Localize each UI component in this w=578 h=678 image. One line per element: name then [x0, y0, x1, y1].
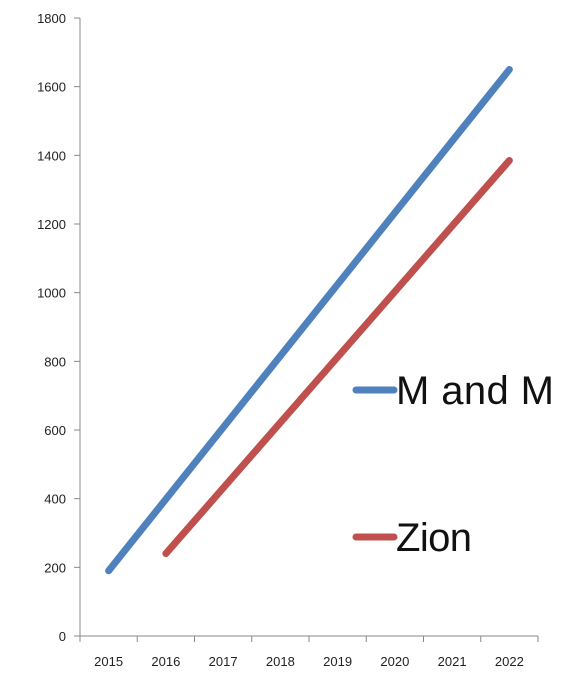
- y-tick-label: 400: [44, 492, 66, 507]
- legend-label-0: M and M: [396, 369, 554, 413]
- y-tick-label: 1600: [37, 80, 66, 95]
- y-tick-label: 1800: [37, 11, 66, 26]
- y-tick-label: 0: [59, 629, 66, 644]
- x-tick-label: 2021: [438, 654, 467, 669]
- x-tick-label: 2018: [266, 654, 295, 669]
- legend: M and M Zion: [352, 369, 554, 560]
- y-axis-ticks: 0 200 400 600 800 1000 1200 1400 1600 1800: [37, 11, 80, 644]
- series-line-0: [105, 66, 513, 575]
- x-tick-label: 2019: [323, 654, 352, 669]
- series-lines: [105, 66, 513, 575]
- y-tick-label: 600: [44, 423, 66, 438]
- x-tick-label: 2022: [495, 654, 524, 669]
- x-axis-ticks: 2015 2016 2017 2018 2019 2020 2021 2022: [79, 636, 539, 669]
- y-tick-label: 800: [44, 354, 66, 369]
- x-tick-label: 2020: [380, 654, 409, 669]
- series-line-1: [162, 156, 513, 558]
- x-tick-label: 2015: [94, 654, 123, 669]
- y-tick-label: 200: [44, 560, 66, 575]
- x-tick-label: 2017: [209, 654, 238, 669]
- y-tick-label: 1400: [37, 148, 66, 163]
- legend-label-1: Zion: [396, 516, 472, 560]
- y-tick-label: 1000: [37, 286, 66, 301]
- y-tick-label: 1200: [37, 217, 66, 232]
- x-tick-label: 2016: [151, 654, 180, 669]
